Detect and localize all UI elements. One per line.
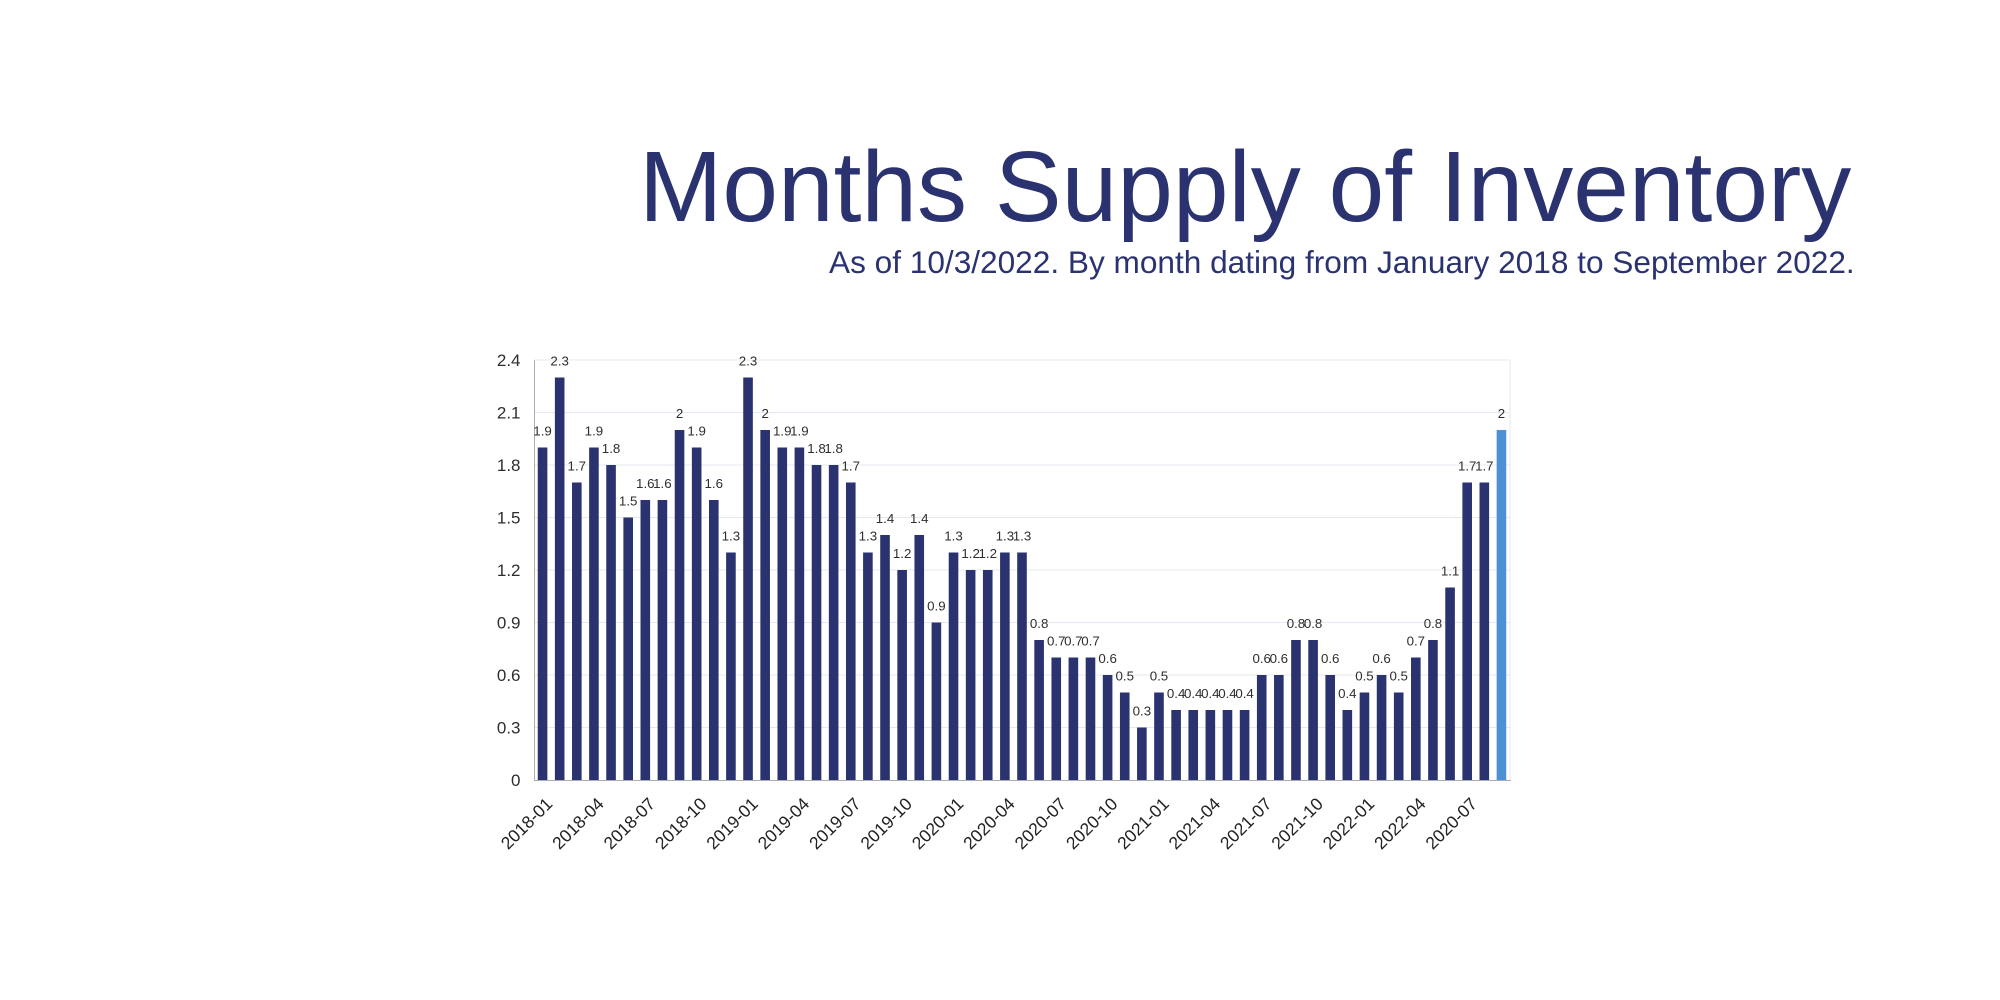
svg-text:2020-04: 2020-04 bbox=[959, 794, 1019, 854]
svg-text:2: 2 bbox=[761, 406, 768, 421]
svg-text:2018-10: 2018-10 bbox=[651, 794, 711, 854]
svg-text:1.9: 1.9 bbox=[585, 424, 604, 439]
svg-text:0.7: 0.7 bbox=[1047, 634, 1066, 649]
svg-text:0.6: 0.6 bbox=[1270, 651, 1289, 666]
svg-text:1.3: 1.3 bbox=[944, 529, 963, 544]
svg-text:2021-07: 2021-07 bbox=[1216, 794, 1276, 854]
svg-text:2020-07: 2020-07 bbox=[1011, 794, 1071, 854]
svg-text:2021-10: 2021-10 bbox=[1267, 794, 1327, 854]
svg-text:0.7: 0.7 bbox=[1081, 634, 1100, 649]
svg-text:1.3: 1.3 bbox=[722, 529, 741, 544]
svg-text:1.5: 1.5 bbox=[619, 494, 638, 509]
svg-text:0.4: 0.4 bbox=[1235, 686, 1254, 701]
svg-text:2022-04: 2022-04 bbox=[1370, 794, 1430, 854]
svg-text:0.5: 0.5 bbox=[1150, 669, 1169, 684]
svg-text:1.6: 1.6 bbox=[705, 476, 724, 491]
svg-text:2019-01: 2019-01 bbox=[702, 794, 762, 854]
svg-text:0.5: 0.5 bbox=[1389, 669, 1408, 684]
svg-text:2021-04: 2021-04 bbox=[1165, 794, 1225, 854]
svg-text:1.3: 1.3 bbox=[859, 529, 878, 544]
svg-text:2: 2 bbox=[1498, 406, 1505, 421]
svg-text:1.1: 1.1 bbox=[1441, 564, 1460, 579]
svg-text:2019-07: 2019-07 bbox=[805, 794, 865, 854]
svg-text:2: 2 bbox=[676, 406, 683, 421]
svg-text:2020-07: 2020-07 bbox=[1421, 794, 1481, 854]
svg-text:2019-10: 2019-10 bbox=[856, 794, 916, 854]
svg-text:0.6: 0.6 bbox=[1372, 651, 1391, 666]
svg-text:2019-04: 2019-04 bbox=[754, 794, 814, 854]
svg-text:1.5: 1.5 bbox=[497, 508, 521, 527]
svg-text:1.2: 1.2 bbox=[961, 546, 980, 561]
svg-text:1.4: 1.4 bbox=[876, 511, 895, 526]
svg-text:2020-01: 2020-01 bbox=[908, 794, 968, 854]
svg-text:2.4: 2.4 bbox=[497, 351, 521, 370]
svg-text:0.3: 0.3 bbox=[1133, 704, 1152, 719]
svg-text:1.8: 1.8 bbox=[807, 441, 826, 456]
svg-text:2.1: 2.1 bbox=[497, 403, 521, 422]
svg-text:2018-04: 2018-04 bbox=[548, 794, 608, 854]
svg-text:2.3: 2.3 bbox=[739, 354, 758, 369]
svg-text:1.2: 1.2 bbox=[893, 546, 912, 561]
svg-text:1.2: 1.2 bbox=[497, 561, 521, 580]
svg-text:2018-07: 2018-07 bbox=[600, 794, 660, 854]
svg-text:0.4: 0.4 bbox=[1338, 686, 1357, 701]
svg-text:1.6: 1.6 bbox=[653, 476, 672, 491]
svg-text:0.8: 0.8 bbox=[1287, 616, 1306, 631]
svg-text:0.7: 0.7 bbox=[1407, 634, 1426, 649]
svg-text:1.7: 1.7 bbox=[1458, 459, 1477, 474]
svg-text:0: 0 bbox=[511, 771, 520, 790]
svg-text:0.9: 0.9 bbox=[497, 613, 521, 632]
svg-text:0.6: 0.6 bbox=[1321, 651, 1340, 666]
svg-text:1.4: 1.4 bbox=[910, 511, 929, 526]
svg-text:0.7: 0.7 bbox=[1064, 634, 1083, 649]
svg-text:2020-10: 2020-10 bbox=[1062, 794, 1122, 854]
svg-text:1.8: 1.8 bbox=[824, 441, 843, 456]
svg-text:1.9: 1.9 bbox=[533, 424, 552, 439]
svg-text:2.3: 2.3 bbox=[550, 354, 569, 369]
svg-text:0.4: 0.4 bbox=[1201, 686, 1220, 701]
svg-text:0.4: 0.4 bbox=[1218, 686, 1237, 701]
svg-text:0.9: 0.9 bbox=[927, 599, 946, 614]
svg-text:0.5: 0.5 bbox=[1115, 669, 1134, 684]
svg-text:1.8: 1.8 bbox=[602, 441, 621, 456]
svg-text:1.3: 1.3 bbox=[996, 529, 1015, 544]
svg-text:1.9: 1.9 bbox=[790, 424, 809, 439]
svg-text:1.3: 1.3 bbox=[1013, 529, 1032, 544]
svg-text:0.4: 0.4 bbox=[1167, 686, 1186, 701]
svg-text:1.8: 1.8 bbox=[497, 456, 521, 475]
svg-text:1.7: 1.7 bbox=[1475, 459, 1494, 474]
svg-text:2022-01: 2022-01 bbox=[1319, 794, 1379, 854]
svg-text:0.8: 0.8 bbox=[1030, 616, 1049, 631]
svg-text:1.9: 1.9 bbox=[773, 424, 792, 439]
svg-text:1.6: 1.6 bbox=[636, 476, 655, 491]
svg-text:0.5: 0.5 bbox=[1355, 669, 1374, 684]
svg-text:0.8: 0.8 bbox=[1424, 616, 1443, 631]
svg-text:0.8: 0.8 bbox=[1304, 616, 1323, 631]
svg-text:0.3: 0.3 bbox=[497, 718, 521, 737]
svg-text:1.7: 1.7 bbox=[842, 459, 861, 474]
svg-text:0.6: 0.6 bbox=[1098, 651, 1117, 666]
svg-text:0.4: 0.4 bbox=[1184, 686, 1203, 701]
svg-text:0.6: 0.6 bbox=[497, 666, 521, 685]
svg-text:2018-01: 2018-01 bbox=[497, 794, 557, 854]
svg-text:1.2: 1.2 bbox=[979, 546, 998, 561]
svg-text:0.6: 0.6 bbox=[1252, 651, 1271, 666]
svg-text:1.9: 1.9 bbox=[687, 424, 706, 439]
svg-text:1.7: 1.7 bbox=[568, 459, 587, 474]
svg-text:2021-01: 2021-01 bbox=[1113, 794, 1173, 854]
